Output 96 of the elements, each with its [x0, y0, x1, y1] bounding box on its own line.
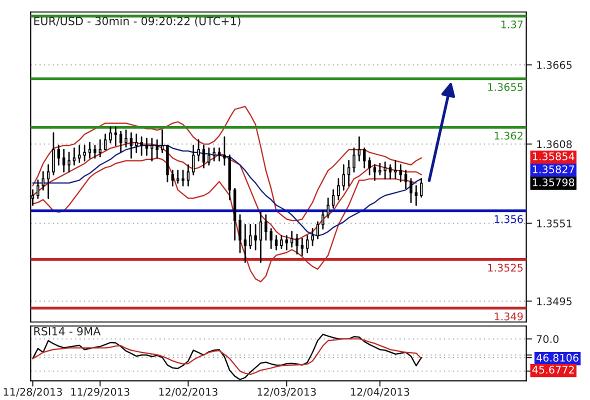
candlestick	[368, 157, 371, 176]
candlestick	[109, 126, 112, 144]
candlestick	[182, 170, 184, 186]
x-tick-label: 12/04/2013	[351, 388, 410, 397]
candlestick	[270, 228, 272, 250]
y-tick-label: 70.0	[536, 335, 559, 343]
ref-line-label: 1.3525	[488, 264, 523, 272]
candlestick	[384, 161, 386, 180]
candlestick	[306, 235, 309, 254]
candlestick	[130, 132, 133, 159]
candlestick	[104, 134, 107, 150]
candlestick	[145, 138, 148, 156]
text: 1.35854	[532, 152, 574, 160]
candlestick	[300, 238, 304, 256]
candlestick	[98, 139, 102, 158]
y-tick-label: 1.3665	[537, 61, 572, 69]
candlestick	[238, 214, 242, 254]
candlestick	[119, 130, 122, 154]
x-tick-label: 12/03/2013	[258, 388, 316, 397]
x-tick-label: 12/02/2013	[159, 388, 218, 397]
candlestick	[326, 198, 330, 218]
candlestick	[114, 126, 118, 146]
candlestick	[57, 144, 60, 166]
line-series	[32, 106, 422, 222]
candlestick	[352, 148, 356, 173]
candlestick	[150, 138, 154, 162]
candlestick	[347, 160, 350, 186]
x-tick-label: 11/29/2013	[71, 388, 130, 397]
ref-line-label: 1.356	[494, 215, 523, 224]
candlestick	[342, 164, 345, 191]
candlestick	[46, 164, 50, 199]
candlestick	[212, 148, 216, 162]
ref-line-label: 1.349	[494, 312, 523, 320]
candlestick	[358, 136, 361, 162]
candlestick	[52, 132, 55, 176]
candlestick	[399, 164, 402, 182]
candlestick	[274, 235, 278, 250]
candlestick	[290, 230, 294, 248]
text: 45.6772	[532, 366, 574, 374]
candlestick	[36, 180, 40, 199]
candlestick	[414, 185, 418, 206]
ref-line-label: 1.3655	[488, 83, 523, 91]
candlestick	[186, 164, 190, 186]
candlestick	[68, 152, 70, 173]
candlestick	[78, 144, 81, 163]
candlestick	[94, 144, 96, 159]
y-tick-label: 1.3495	[537, 297, 572, 306]
y-tick-label: 46.8106	[536, 354, 578, 362]
candlestick	[316, 221, 320, 240]
candlestick	[223, 136, 226, 166]
candlestick	[410, 178, 412, 204]
candlestick	[160, 129, 164, 154]
candlestick	[156, 139, 158, 159]
candlestick	[388, 164, 392, 180]
candlestick	[244, 224, 247, 263]
candlestick	[202, 144, 206, 168]
candlestick	[72, 148, 76, 166]
candlestick	[83, 144, 86, 162]
candlestick	[135, 134, 138, 154]
y-tick-label: 1.3608	[537, 140, 572, 148]
candlestick	[140, 136, 143, 156]
candlestick	[394, 160, 397, 180]
candlestick	[404, 170, 408, 190]
candlestick	[362, 148, 366, 168]
candlestick	[322, 210, 324, 230]
candlestick	[337, 178, 340, 200]
candlestick	[62, 148, 66, 173]
candlestick	[420, 178, 423, 198]
candlestick	[208, 148, 210, 166]
candlestick	[373, 164, 376, 181]
candlestick	[192, 144, 195, 176]
ref-line-label: 1.362	[494, 132, 522, 140]
candlestick	[332, 189, 335, 209]
x-tick-label: 11/28/2013	[4, 388, 62, 397]
candlestick	[378, 162, 382, 176]
candlestick	[218, 148, 221, 162]
candlestick	[280, 235, 283, 250]
text: 1.35798	[532, 178, 574, 186]
chart-title: EUR/USD - 30min - 09:20:22 (UTC+1)	[34, 16, 240, 27]
candlestick	[311, 228, 314, 246]
candlestick	[264, 214, 268, 241]
candlestick	[296, 234, 298, 255]
y-tick-label: 1.3551	[537, 220, 572, 228]
candlestick	[42, 171, 44, 191]
candlestick	[285, 235, 288, 250]
chart-title: RSI14 - 9MA	[34, 327, 101, 336]
candlestick	[124, 129, 128, 148]
candlestick	[254, 224, 257, 250]
ref-line-label: 1.37	[501, 20, 523, 28]
candlestick	[197, 139, 200, 162]
candlestick	[176, 170, 180, 184]
candlestick	[259, 211, 262, 263]
candlestick	[88, 142, 92, 159]
candlestick	[171, 170, 174, 186]
text: 1.35827	[532, 165, 574, 174]
candlestick	[249, 224, 252, 250]
